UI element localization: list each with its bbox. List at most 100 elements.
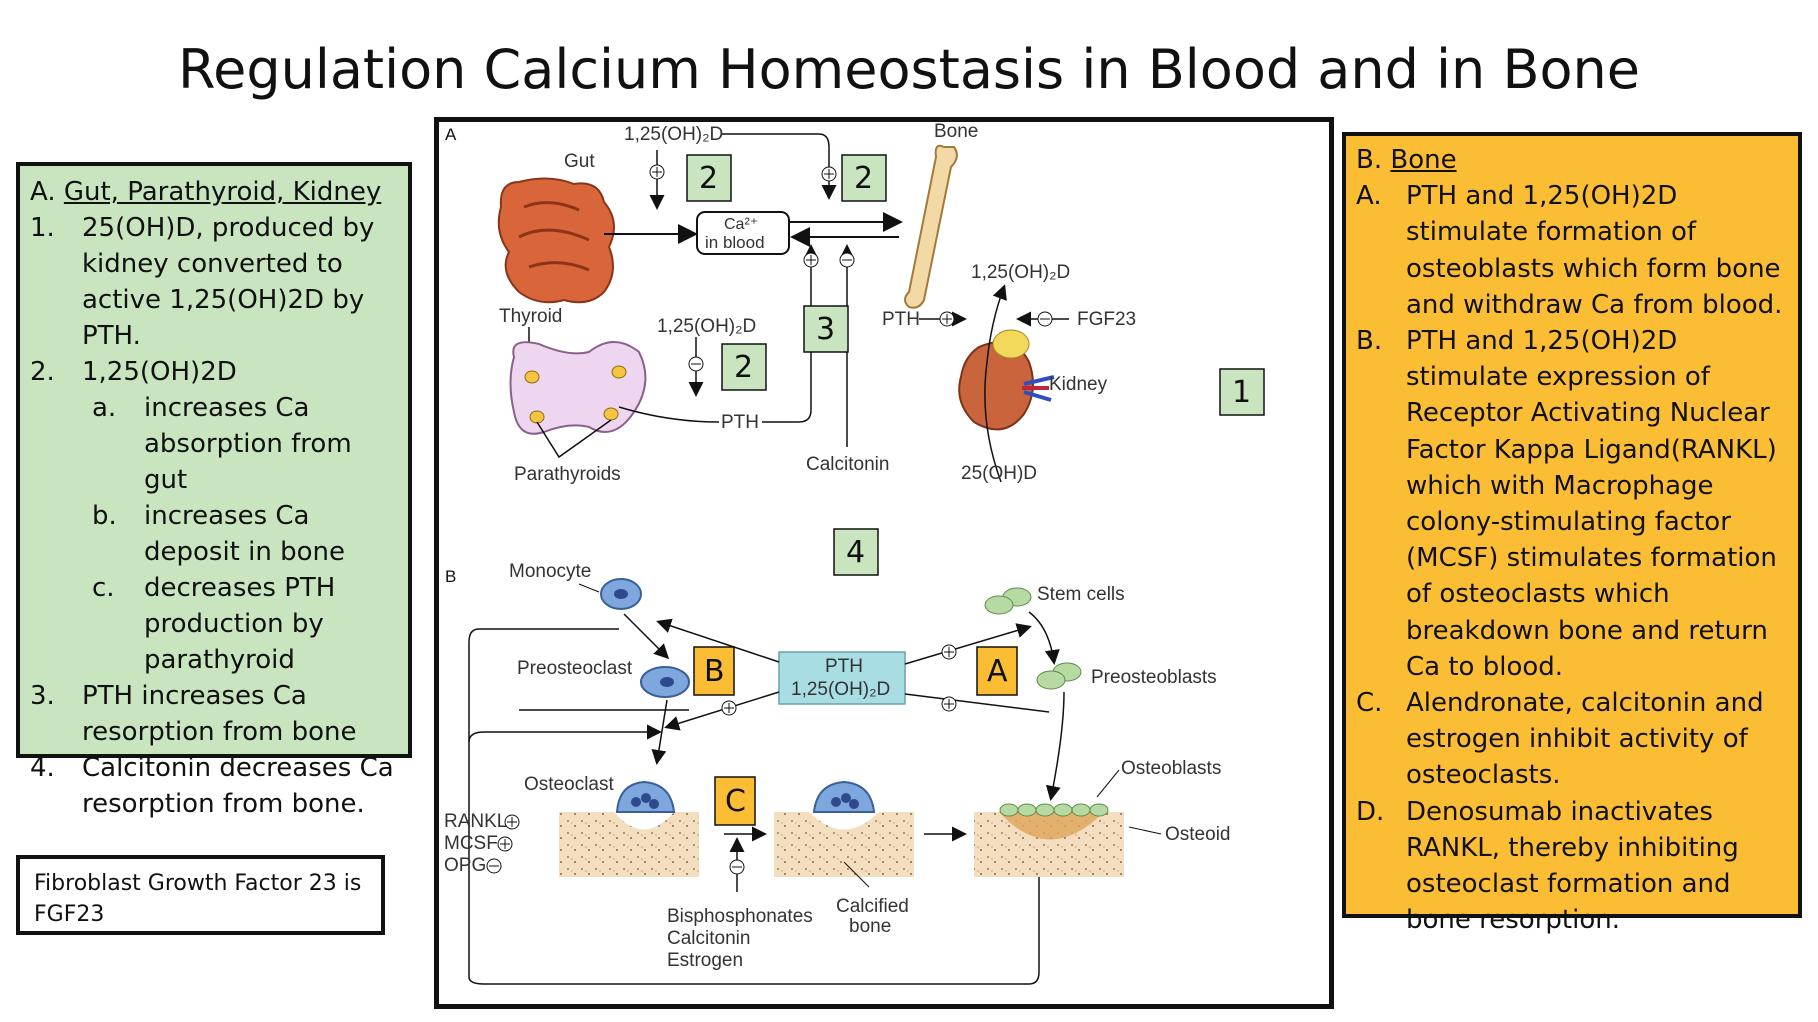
gut-label: Gut [564, 151, 595, 172]
pth-kidney-label: PTH [882, 309, 920, 330]
plus-sign-icon [941, 696, 957, 712]
mcsf-label: MCSF [444, 833, 498, 854]
list-number: B. [1356, 326, 1383, 357]
pth-to-blood-arrow [762, 244, 819, 423]
marker-1: 1 [1219, 368, 1265, 416]
svg-text:B: B [704, 654, 725, 689]
marker-2c: 2 [721, 343, 767, 391]
bone-label: Bone [934, 122, 978, 142]
osteoclast-on-calcified [812, 780, 876, 813]
preosteoclast-label: Preosteoclast [517, 658, 633, 679]
panel-heading: B. Bone [1356, 142, 1788, 178]
list-number: a. [92, 393, 117, 423]
center-pth-label: PTH [825, 656, 863, 677]
list-text: decreases PTH production by parathyroid [144, 573, 336, 675]
svg-text:2: 2 [699, 161, 718, 196]
list-number: 1. [30, 213, 55, 243]
monocyte-label: Monocyte [509, 561, 591, 582]
list-number: A. [1356, 181, 1382, 212]
center-vitd-label: 1,25(OH)₂D [791, 679, 890, 700]
panel-heading: A. Gut, Parathyroid, Kidney [30, 174, 398, 210]
calcified-pit [809, 812, 879, 830]
center-to-stem-arrow [904, 623, 1032, 665]
pth-label: PTH [721, 412, 759, 433]
figure-svg: A B Gut 1,25(OH)₂D Ca²⁺ in blood Bone Th… [444, 122, 1265, 985]
osteoclast-cell [615, 780, 676, 813]
osteoid-layer [999, 812, 1104, 840]
list-item: 4. Calcitonin decreases Ca resorption fro… [30, 750, 398, 822]
kidney-label: Kidney [1049, 374, 1108, 395]
list-number: 4. [30, 753, 55, 783]
rankl-to-preosteoclast-arrow [468, 724, 662, 743]
plus-sign-icon [504, 814, 520, 830]
calcified-label: Calcified [836, 896, 909, 917]
calcitonin-label: Calcitonin [806, 454, 889, 475]
minus-sign-icon [486, 858, 502, 874]
list-number: b. [92, 501, 117, 531]
list-item: A. PTH and 1,25(OH)2D stimulate formation… [1356, 178, 1788, 323]
ohd25-label: 25(OH)D [961, 463, 1037, 484]
ca-blood-box [696, 211, 790, 255]
list-item: 3. PTH increases Ca resorption from bone [30, 678, 398, 750]
svg-text:C: C [725, 784, 746, 819]
marker-a: A [976, 646, 1018, 696]
osteoblast-feedback-loop [468, 628, 1040, 985]
svg-text:2: 2 [734, 350, 753, 385]
monocyte-pointer [578, 583, 600, 593]
osteoid-label: Osteoid [1165, 824, 1230, 845]
parathyroids-label: Parathyroids [514, 464, 621, 485]
plus-sign-icon [721, 700, 737, 716]
marker-c: C [714, 776, 756, 826]
parathyroid-to-pth-line [618, 406, 720, 423]
gut-illustration [497, 177, 615, 304]
panel-a-label: A [445, 125, 457, 144]
vitd-mid-label: 1,25(OH)₂D [657, 316, 756, 337]
list-number: C. [1356, 688, 1383, 719]
heading-prefix: B. [1356, 145, 1391, 175]
preosteoblast-cells [1036, 662, 1082, 690]
ohd-to-vitd-arrow [984, 284, 1007, 483]
osteoblast-row [999, 803, 1109, 817]
center-to-preosteoblast-line [904, 693, 1050, 713]
list-item: 1. 25(OH)D, produced by kidney converted … [30, 210, 398, 354]
list-number: 2. [30, 357, 55, 387]
list-item: C. Alendronate, calcitonin and estrogen i… [1356, 685, 1788, 794]
list-item: c. decreases PTH production by parathyroi… [30, 570, 398, 678]
marker-b: B [693, 646, 735, 696]
list-text: increases Ca absorption from gut [144, 393, 352, 495]
in-blood-label: in blood [705, 233, 765, 252]
list-number: 3. [30, 681, 55, 711]
plus-sign-icon [941, 644, 957, 660]
stem-cells [984, 587, 1032, 615]
svg-text:1: 1 [1232, 375, 1251, 410]
list-text: Denosumab inactivates RANKL, thereby inh… [1406, 796, 1739, 936]
fgf23-note: Fibroblast Growth Factor 23 is FGF23 [16, 855, 385, 935]
svg-text:2: 2 [854, 161, 873, 196]
center-to-monocyte-arrow [656, 618, 780, 663]
list-item: 2. 1,25(OH)2D [30, 354, 398, 390]
monocyte-cell [600, 578, 642, 610]
calcified-pointer [843, 861, 870, 888]
minus-sign-icon [688, 356, 704, 372]
bone-panel: B. Bone A. PTH and 1,25(OH)2D stimulate f… [1342, 132, 1802, 935]
list-item: b. increases Ca deposit in bone [30, 498, 398, 570]
plus-sign-icon [939, 311, 955, 327]
osteoblasts-pointer [1096, 769, 1120, 798]
resorption-pit [614, 812, 674, 830]
plus-sign-icon [497, 836, 513, 852]
parathyroid-pointer [536, 419, 612, 459]
osteoblasts-label: Osteoblasts [1121, 758, 1221, 779]
list-number: D. [1356, 796, 1385, 827]
list-text: PTH and 1,25(OH)2D stimulate expression … [1406, 326, 1777, 682]
calcified-bone-label: bone [849, 916, 891, 937]
list-text: 1,25(OH)2D [82, 357, 237, 387]
svg-text:4: 4 [846, 535, 865, 570]
preosteoblast-to-osteoblast-arrow [1045, 691, 1065, 801]
panel-b-label: B [445, 567, 456, 586]
svg-text:A: A [987, 654, 1008, 689]
pth-vitd-center-box [778, 651, 906, 705]
marker-3: 3 [803, 305, 849, 353]
list-item: D. Denosumab inactivates RANKL, thereby i… [1356, 794, 1788, 939]
heading-text: Gut, Parathyroid, Kidney [63, 177, 382, 207]
plus-sign-icon [803, 252, 819, 268]
